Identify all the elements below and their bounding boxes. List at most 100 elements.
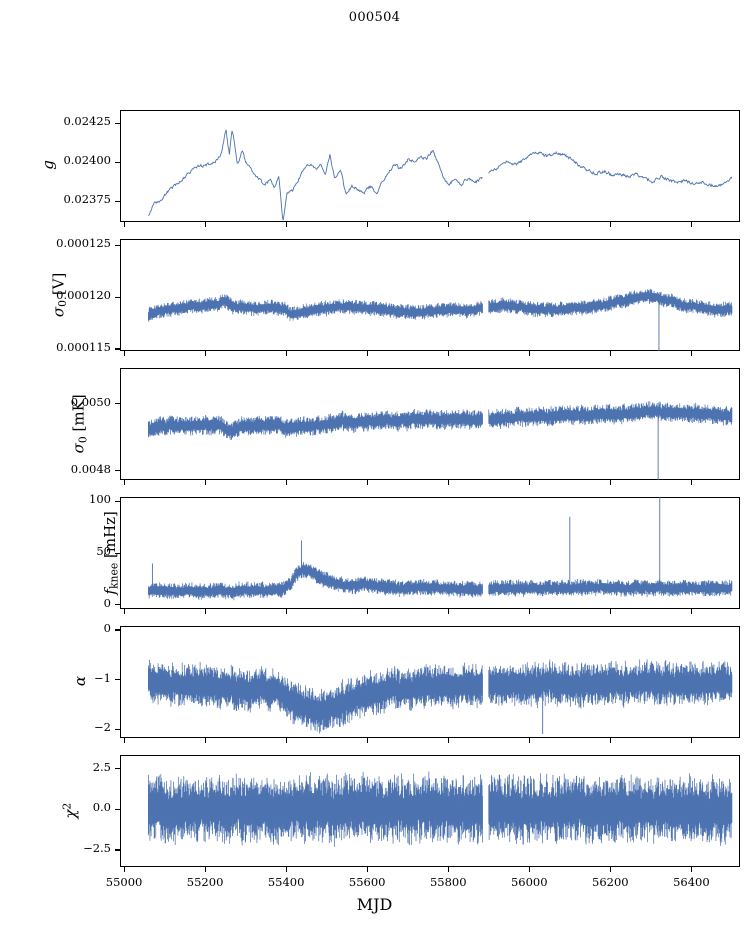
panel-chi2: −2.5 0.0 2.5 χ2 55000 55200 55400 55600 55800 560… bbox=[61, 755, 740, 889]
y-tick-label: 0.000120 bbox=[56, 288, 111, 303]
y-tick-label: −2 bbox=[94, 720, 111, 735]
x-tick bbox=[366, 222, 368, 227]
series-sigma0_volt bbox=[147, 289, 733, 351]
x-tick-label: 55400 bbox=[267, 875, 305, 889]
panel-sigma0_volt: 0.000115 0.000120 0.000125 σ0 [V] bbox=[49, 238, 740, 356]
x-tick-label: 56000 bbox=[510, 875, 548, 889]
x-tick bbox=[447, 867, 449, 872]
x-tick bbox=[447, 609, 449, 614]
x-tick bbox=[690, 351, 692, 356]
x-tick bbox=[528, 609, 530, 614]
x-tick bbox=[285, 480, 287, 485]
x-tick bbox=[609, 738, 611, 743]
y-tick bbox=[115, 122, 120, 124]
y-tick-label: 0 bbox=[103, 595, 111, 610]
y-axis-title-gain: g bbox=[39, 160, 58, 170]
x-tick-label: 55600 bbox=[348, 875, 386, 889]
x-tick bbox=[690, 738, 692, 743]
series-chi2 bbox=[147, 771, 733, 847]
x-tick bbox=[609, 222, 611, 227]
x-tick bbox=[285, 867, 287, 872]
y-axis-title-f_knee: fknee [mHz] bbox=[100, 511, 121, 595]
y-tick bbox=[115, 403, 120, 405]
y-tick bbox=[115, 768, 120, 770]
x-tick bbox=[528, 738, 530, 743]
y-tick-label: 0.02400 bbox=[63, 153, 111, 168]
panel-alpha: 0 −1 −2 α bbox=[71, 622, 740, 743]
x-tick bbox=[204, 738, 206, 743]
x-tick bbox=[366, 738, 368, 743]
y-tick-label: −1 bbox=[94, 670, 111, 685]
x-tick-label: 56400 bbox=[673, 875, 710, 889]
y-axis-title-chi2: χ2 bbox=[60, 802, 81, 819]
figure-title: 000504 bbox=[348, 10, 401, 25]
x-tick bbox=[366, 867, 368, 872]
y-tick-label: 0.000125 bbox=[56, 236, 111, 251]
y-tick bbox=[115, 200, 120, 202]
x-tick bbox=[447, 222, 449, 227]
x-tick bbox=[366, 609, 368, 614]
x-tick bbox=[123, 738, 125, 743]
y-tick bbox=[115, 500, 120, 502]
y-tick-label: 0.0048 bbox=[70, 461, 111, 476]
y-tick-label: 0.02375 bbox=[63, 192, 111, 206]
panel-sigma0_mk: 0.0048 0.0050 σ0 [mK] bbox=[69, 368, 740, 485]
panel-gain: 0.02375 0.02400 0.02425 g bbox=[39, 110, 740, 227]
y-axis-title-sigma0_volt: σ0 [V] bbox=[49, 272, 69, 318]
y-tick bbox=[115, 604, 120, 606]
x-tick bbox=[123, 222, 125, 227]
series-f_knee bbox=[147, 497, 733, 601]
y-tick-label: 100 bbox=[89, 492, 111, 507]
y-tick-label: 0 bbox=[103, 620, 111, 635]
y-tick bbox=[115, 348, 120, 350]
x-tick bbox=[285, 738, 287, 743]
x-tick bbox=[528, 480, 530, 485]
y-tick bbox=[115, 679, 120, 681]
y-tick bbox=[115, 296, 120, 298]
y-axis-title-sigma0_mk: σ0 [mK] bbox=[69, 394, 89, 454]
x-tick bbox=[123, 867, 125, 872]
y-tick-label: 0.0050 bbox=[70, 394, 111, 409]
series-alpha bbox=[147, 659, 733, 735]
y-tick-label: 0.02425 bbox=[63, 114, 111, 129]
x-axis-title: MJD bbox=[356, 895, 393, 914]
x-tick bbox=[123, 351, 125, 356]
x-tick bbox=[447, 738, 449, 743]
y-tick-label: 0.0 bbox=[92, 800, 111, 815]
y-tick bbox=[115, 552, 120, 554]
x-tick-label: 55000 bbox=[105, 875, 143, 889]
x-tick-label: 56200 bbox=[592, 875, 629, 889]
x-tick bbox=[609, 351, 611, 356]
x-tick bbox=[690, 480, 692, 485]
series-sigma0_mk bbox=[147, 401, 733, 480]
x-tick-label: 55800 bbox=[429, 875, 467, 889]
y-tick bbox=[115, 244, 120, 246]
panel-frame bbox=[120, 110, 740, 222]
x-tick bbox=[690, 222, 692, 227]
x-tick bbox=[366, 480, 368, 485]
x-tick bbox=[123, 480, 125, 485]
x-tick bbox=[609, 867, 611, 872]
x-tick bbox=[123, 609, 125, 614]
x-tick bbox=[204, 609, 206, 614]
x-tick bbox=[528, 867, 530, 872]
x-tick bbox=[447, 351, 449, 356]
y-tick bbox=[115, 808, 120, 810]
y-tick-label: 2.5 bbox=[92, 759, 111, 774]
x-tick-label: 55200 bbox=[186, 875, 224, 889]
y-tick bbox=[115, 629, 120, 631]
x-tick bbox=[204, 222, 206, 227]
y-tick-label: 0.000115 bbox=[56, 339, 111, 354]
x-tick bbox=[528, 222, 530, 227]
x-tick bbox=[690, 867, 692, 872]
series-gain bbox=[148, 129, 733, 221]
x-tick bbox=[528, 351, 530, 356]
x-tick bbox=[204, 867, 206, 872]
x-tick bbox=[285, 222, 287, 227]
y-tick bbox=[115, 470, 120, 472]
x-tick bbox=[447, 480, 449, 485]
y-tick-label: −2.5 bbox=[83, 840, 111, 855]
y-tick bbox=[115, 161, 120, 163]
panel-f_knee: 0 50 100 fknee [mHz] bbox=[89, 494, 740, 614]
